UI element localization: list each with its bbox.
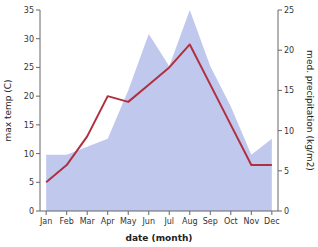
x-tick-label: Jun xyxy=(141,217,155,226)
x-tick xyxy=(87,211,88,215)
y2-tick-label: 25 xyxy=(284,6,294,15)
x-tick xyxy=(148,211,149,215)
x-tick xyxy=(230,211,231,215)
x-tick-label: Jan xyxy=(39,217,52,226)
y-tick-label: 25 xyxy=(24,63,34,72)
chart-container: 0 5 10 15 20 25 30 35 0 5 10 15 20 25 Jan Feb Mar Apr May J… xyxy=(0,0,318,247)
x-tick xyxy=(189,211,190,215)
x-tick-label: Jul xyxy=(163,217,174,226)
y2-tick-label: 15 xyxy=(284,86,294,95)
y-tick-label: 35 xyxy=(24,6,34,15)
y2-axis-line xyxy=(278,10,279,211)
x-tick xyxy=(46,211,47,215)
x-tick-label: Dec xyxy=(264,217,279,226)
y2-axis-label: med. precipitation (kg/m2) xyxy=(305,50,315,171)
x-tick-label: Feb xyxy=(60,217,74,226)
y2-tick-label: 5 xyxy=(284,167,289,176)
temperature-line xyxy=(46,44,272,182)
chart: 0 5 10 15 20 25 30 35 0 5 10 15 20 25 Jan Feb Mar Apr May J… xyxy=(0,0,318,247)
plot-area xyxy=(46,10,272,211)
x-axis-label: date (month) xyxy=(126,233,193,243)
x-tick xyxy=(169,211,170,215)
y-tick xyxy=(36,182,40,183)
precipitation-area xyxy=(46,10,272,211)
y2-tick-label: 20 xyxy=(284,46,294,55)
x-tick-label: Aug xyxy=(182,217,198,226)
y-tick-label: 20 xyxy=(24,92,34,101)
y-tick xyxy=(36,153,40,154)
y2-tick xyxy=(278,170,282,171)
y-tick-label: 0 xyxy=(29,207,34,216)
x-tick-label: Nov xyxy=(244,217,260,226)
y2-tick xyxy=(278,90,282,91)
y-tick xyxy=(36,96,40,97)
y-tick-label: 15 xyxy=(24,121,34,130)
y-tick-label: 10 xyxy=(24,150,34,159)
x-axis-line xyxy=(40,211,278,212)
x-tick-label: Sep xyxy=(203,217,218,226)
x-tick xyxy=(128,211,129,215)
x-tick-label: Apr xyxy=(101,217,116,226)
y2-tick-label: 0 xyxy=(284,207,289,216)
x-tick-label: May xyxy=(120,217,137,226)
y2-tick xyxy=(278,211,282,212)
y-axis-line xyxy=(40,10,41,211)
y-tick xyxy=(36,124,40,125)
x-tick xyxy=(210,211,211,215)
y-tick-label: 30 xyxy=(24,35,34,44)
y-tick-label: 5 xyxy=(29,178,34,187)
y-tick xyxy=(36,38,40,39)
x-tick-label: Oct xyxy=(224,217,238,226)
y-tick xyxy=(36,67,40,68)
x-tick xyxy=(251,211,252,215)
x-tick-label: Mar xyxy=(80,217,96,226)
y2-tick xyxy=(278,130,282,131)
x-tick xyxy=(66,211,67,215)
y2-tick xyxy=(278,10,282,11)
x-tick xyxy=(271,211,272,215)
x-tick xyxy=(107,211,108,215)
y2-tick xyxy=(278,50,282,51)
y-tick xyxy=(36,211,40,212)
y-tick xyxy=(36,10,40,11)
y2-tick-label: 10 xyxy=(284,127,294,136)
y-axis-label: max temp (C) xyxy=(3,79,13,141)
